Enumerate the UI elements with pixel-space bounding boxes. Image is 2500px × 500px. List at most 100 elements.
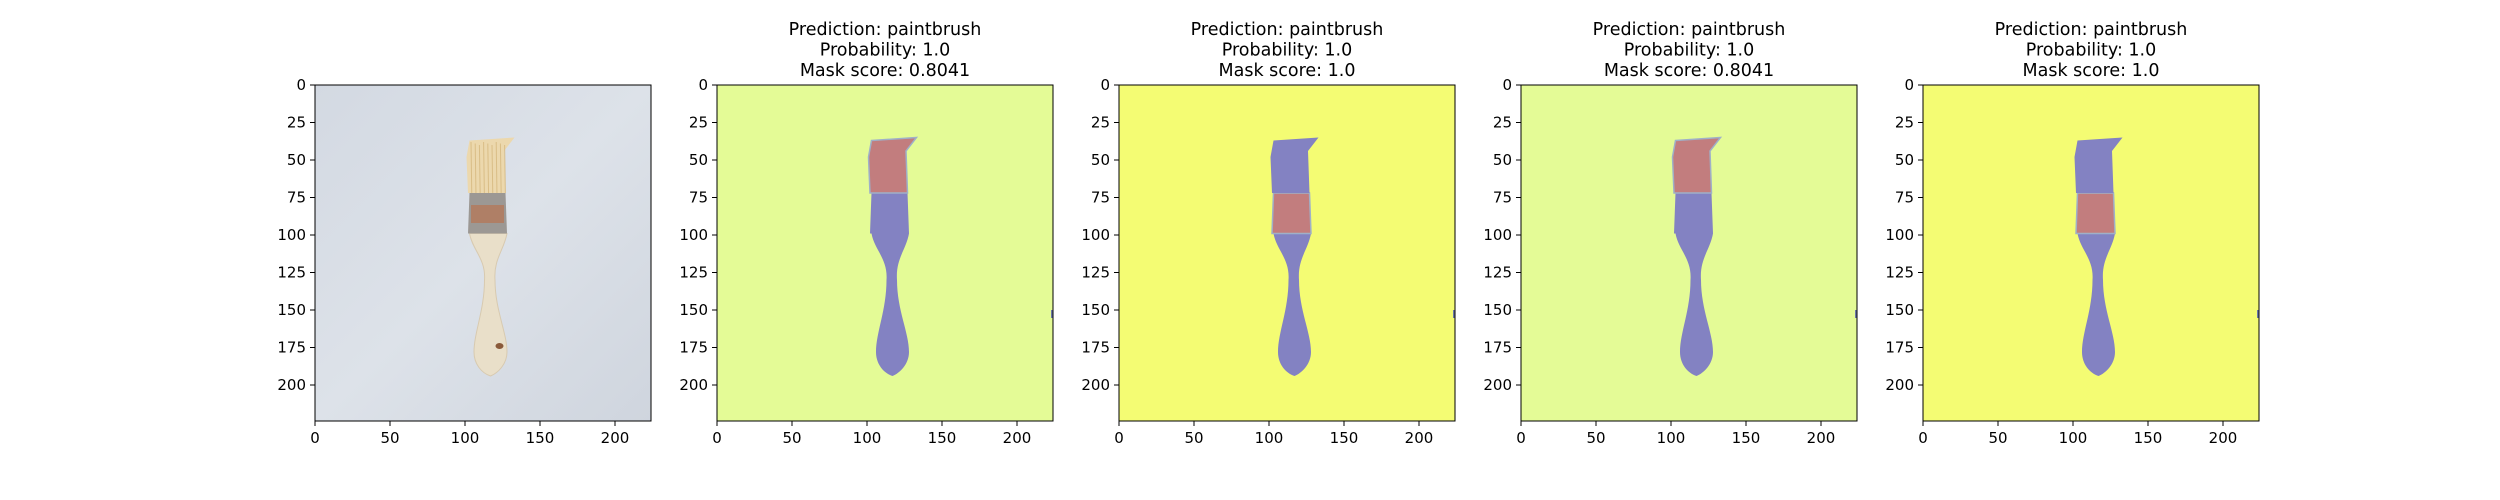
bristle-strand [495,141,498,194]
title-line-3: Mask score: 1.0 [2023,61,2160,81]
y-tick-label: 125 [1885,264,1914,282]
x-tick-label: 150 [1330,429,1359,447]
y-tick-label: 50 [1895,151,1914,169]
y-tick-label: 150 [1081,301,1110,319]
x-tick-label: 0 [1516,429,1526,447]
title-line-1: Prediction: paintbrush [1191,20,1384,40]
y-tick-label: 125 [1483,264,1512,282]
brush-handle [468,233,508,377]
y-tick-label: 200 [679,376,708,394]
x-tick-label: 0 [1918,429,1928,447]
mask-brush-handle [1273,233,1311,376]
axes-panel-1: 0 50 100 150 200 0 25 50 75 100 125 150 175 200 [277,76,652,447]
y-tick-label: 150 [277,301,306,319]
x-tick-label: 50 [1586,429,1605,447]
x-tick-label: 0 [1114,429,1124,447]
y-tick-label: 25 [287,114,306,132]
y-tick-label: 25 [1091,114,1110,132]
axes-frame [314,84,652,422]
y-tick-label: 0 [1904,76,1914,94]
title-line-3: Mask score: 0.8041 [1604,61,1774,81]
mask-brush-handle [871,233,909,376]
axes-frame [1118,84,1456,422]
bristle-strand [470,141,473,194]
brush-bristles [466,137,515,193]
y-tick-label: 75 [1493,189,1512,207]
bristle-strand [487,143,490,194]
y-tick-label: 150 [1483,301,1512,319]
y-tick-label: 50 [689,151,708,169]
y-tick-label: 75 [287,189,306,207]
x-tick-label: 200 [1807,429,1836,447]
title-line-2: Probability: 1.0 [1624,41,1755,61]
title-line-3: Mask score: 1.0 [1219,61,1356,81]
y-tick-label: 0 [1502,76,1512,94]
y-tick-label: 75 [689,189,708,207]
title-line-1: Prediction: paintbrush [1995,20,2188,40]
x-tick-label: 200 [2209,429,2238,447]
y-tick-label: 100 [1885,226,1914,244]
x-tick-label: 50 [1184,429,1203,447]
y-tick-label: 175 [277,339,306,357]
axes-frame [716,84,1054,422]
y-tick-label: 175 [1081,339,1110,357]
ferrule-label [471,205,504,223]
title-line-3: Mask score: 0.8041 [800,61,970,81]
y-tick-label: 25 [689,114,708,132]
mask-brush-ferrule [1674,193,1713,234]
title-line-1: Prediction: paintbrush [789,20,982,40]
x-tick-label: 150 [928,429,957,447]
y-tick-label: 25 [1895,114,1914,132]
y-tick-label: 125 [679,264,708,282]
y-tick-label: 150 [679,301,708,319]
y-tick-label: 100 [277,226,306,244]
x-tick-label: 0 [712,429,722,447]
x-tick-label: 100 [1657,429,1686,447]
y-tick-label: 150 [1885,301,1914,319]
y-tick-label: 0 [698,76,708,94]
y-tick-label: 100 [1483,226,1512,244]
title-line-1: Prediction: paintbrush [1593,20,1786,40]
x-tick-label: 200 [1003,429,1032,447]
x-tick-label: 100 [2059,429,2088,447]
x-tick-label: 150 [2134,429,2163,447]
y-tick-label: 0 [296,76,306,94]
bristle-strand [478,144,481,194]
y-tick-label: 175 [1885,339,1914,357]
mask-edge-artifact [1051,310,1053,318]
axes-frame [1922,84,2260,422]
y-tick-label: 200 [277,376,306,394]
mask-edge-artifact [1855,310,1857,318]
y-tick-label: 175 [1483,339,1512,357]
bristle-strand [499,143,502,194]
x-tick-label: 200 [601,429,630,447]
x-tick-label: 100 [1255,429,1284,447]
mask-brush-bristles [1270,137,1319,193]
x-tick-label: 100 [853,429,882,447]
y-tick-label: 100 [1081,226,1110,244]
bristle-strand [474,143,477,194]
bristle-strand [491,144,494,194]
y-tick-label: 200 [1081,376,1110,394]
y-tick-label: 0 [1100,76,1110,94]
axes-frame [1520,84,1858,422]
x-tick-label: 100 [451,429,480,447]
y-tick-label: 125 [277,264,306,282]
y-tick-label: 200 [1483,376,1512,394]
title-line-2: Probability: 1.0 [2026,41,2157,61]
title-line-2: Probability: 1.0 [820,41,951,61]
mask-edge-artifact [2257,310,2259,318]
x-tick-label: 200 [1405,429,1434,447]
x-tick-label: 50 [782,429,801,447]
y-tick-label: 50 [1091,151,1110,169]
y-tick-label: 75 [1895,189,1914,207]
x-tick-label: 150 [1732,429,1761,447]
x-tick-label: 150 [526,429,555,447]
mask-brush-ferrule [870,193,909,234]
mask-brush-bristles [2074,137,2123,193]
bristle-strand [504,144,506,194]
